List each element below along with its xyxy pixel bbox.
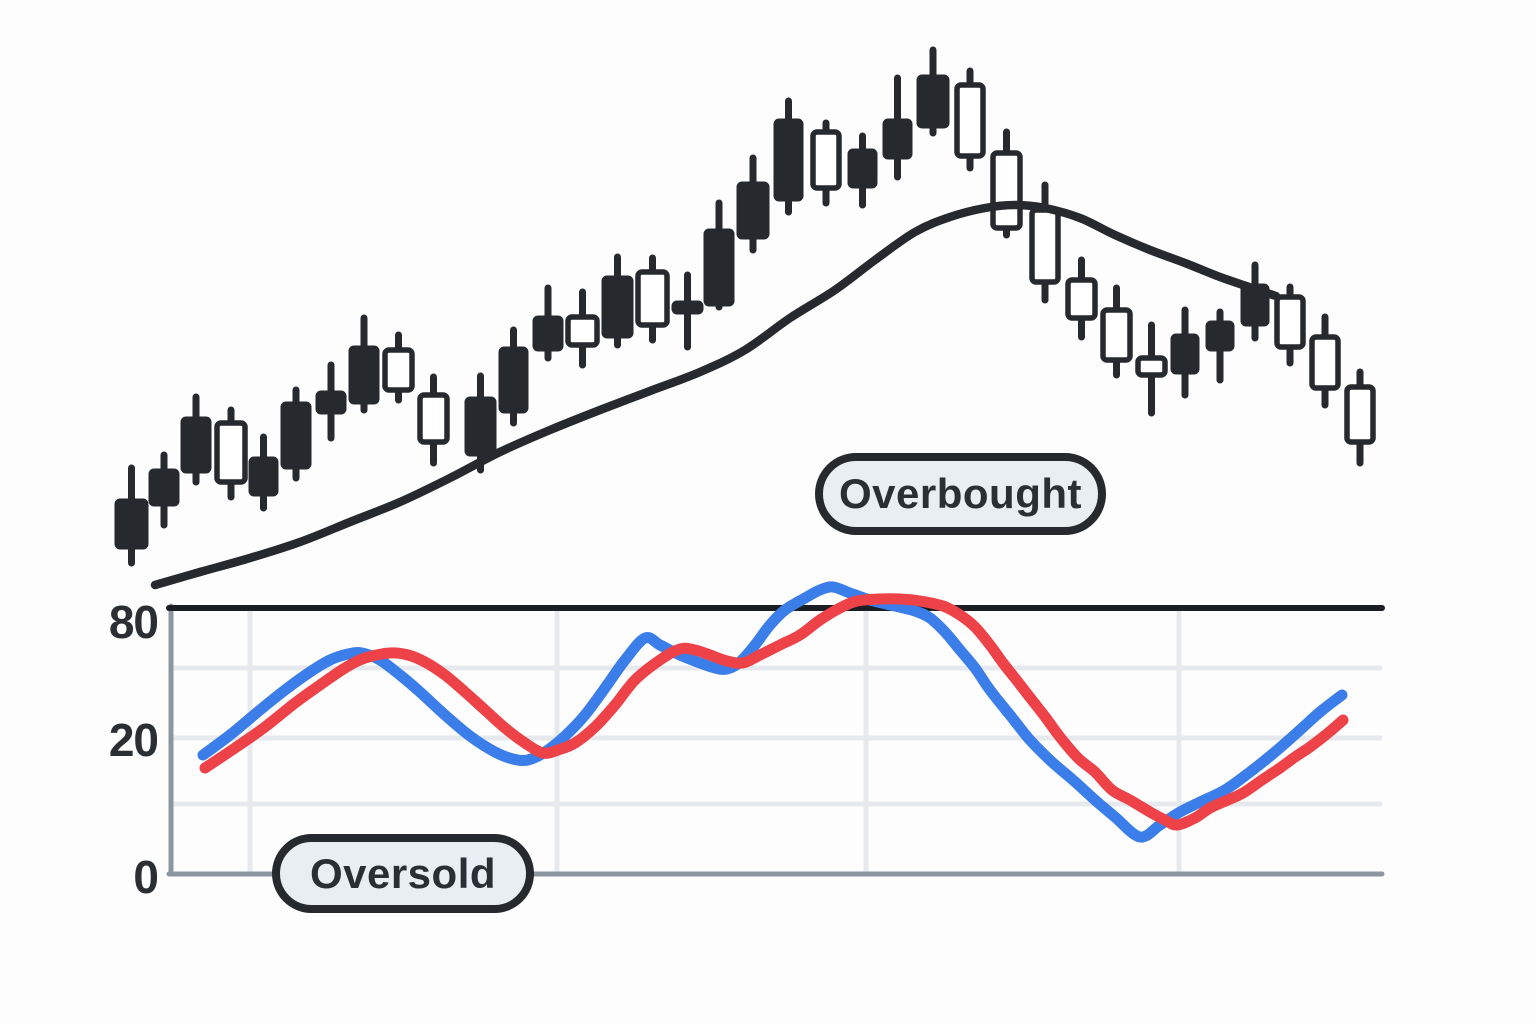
candle-body-solid — [248, 456, 279, 497]
candle-body-hollow — [990, 150, 1023, 231]
candle-body-solid — [464, 396, 497, 457]
y-axis-label-0: 0 — [133, 851, 159, 903]
candle-body-solid — [280, 401, 312, 470]
candle-body-solid — [348, 345, 380, 405]
candle-body-hollow — [1065, 277, 1098, 321]
candle-body-hollow — [1100, 307, 1133, 363]
candle-body-hollow — [214, 420, 248, 485]
candle-body-hollow — [1309, 334, 1341, 391]
candle-body-solid — [1205, 320, 1235, 352]
y-axis-label-80: 80 — [108, 596, 159, 648]
oversold-label-text: Oversold — [309, 849, 497, 897]
candle-body-solid — [148, 468, 180, 507]
candle-body-hollow — [1274, 294, 1306, 350]
candle-body-hollow — [1029, 207, 1061, 285]
oscillator-slow-line — [199, 593, 1349, 831]
candle-body-hollow — [1344, 384, 1376, 445]
candle-body-solid — [1170, 333, 1200, 375]
overbought-label-text: Overbought — [839, 470, 1082, 517]
candle-body-hollow — [417, 392, 450, 445]
candle-body-solid — [532, 315, 564, 352]
candle-body-hollow — [635, 269, 670, 328]
candle-body-solid — [498, 346, 529, 414]
candle-body-solid — [882, 118, 913, 160]
candle-body-solid — [916, 74, 950, 129]
candle-body-hollow — [954, 82, 986, 159]
candle-body-solid — [601, 275, 634, 339]
candle-body-solid — [315, 390, 347, 415]
candle-body-hollow — [565, 314, 600, 348]
oscillator-fast-line — [197, 581, 1348, 843]
moving-average-line — [150, 200, 1281, 590]
candle-body-hollow — [382, 347, 415, 393]
candle-body-solid — [736, 181, 770, 240]
candle-body-solid — [671, 300, 704, 315]
candle-body-solid — [114, 498, 149, 550]
candle-body-hollow — [1135, 355, 1168, 378]
oversold-label: Oversold — [272, 834, 534, 913]
y-axis-label-20: 20 — [108, 714, 159, 766]
candle-body-solid — [180, 416, 212, 474]
candle-body-solid — [773, 118, 804, 202]
candle-body-solid — [847, 148, 878, 189]
candle-body-solid — [703, 228, 735, 307]
overbought-label: Overbought — [815, 453, 1106, 535]
candle-body-hollow — [810, 129, 842, 191]
